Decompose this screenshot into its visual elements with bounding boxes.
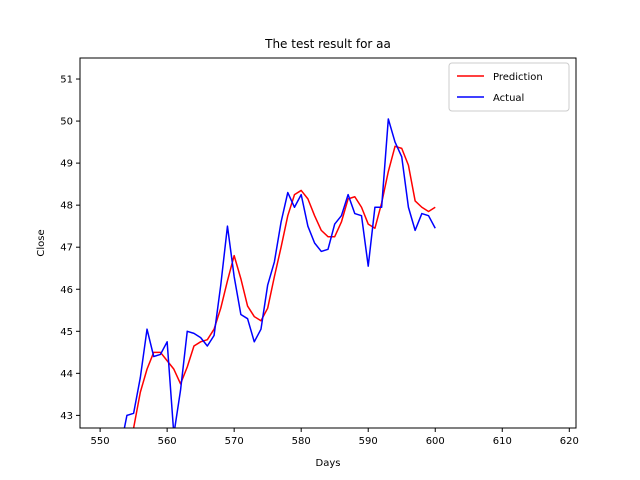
x-tick-label: 560 [158,436,177,447]
legend-label-prediction: Prediction [493,72,543,83]
x-tick-label: 610 [493,436,512,447]
legend-box [448,62,570,112]
x-tick-label: 620 [560,436,579,447]
y-tick-label: 46 [60,285,73,296]
y-tick-label: 45 [60,327,73,338]
y-tick-label: 51 [60,75,73,86]
x-axis-label: Days [316,458,341,469]
x-tick-label: 590 [359,436,378,447]
y-tick-label: 49 [60,159,73,170]
y-tick-label: 47 [60,243,73,254]
x-tick-label: 600 [426,436,445,447]
legend-label-actual: Actual [493,93,524,104]
series-layer [123,118,436,428]
series-line-actual [123,118,436,428]
x-tick-label: 570 [225,436,244,447]
y-tick-label: 50 [60,117,73,128]
x-tick-label: 580 [292,436,311,447]
plot-frame [79,57,577,429]
x-tick-label: 550 [91,436,110,447]
chart-title: The test result for aa [264,37,391,51]
y-tick-label: 44 [60,369,73,380]
y-axis-label: Close [36,229,47,256]
x-axis: 550 560 570 580 590 600 610 620 [91,428,579,447]
y-tick-label: 43 [60,411,73,422]
series-line-prediction [132,145,436,428]
y-axis: 43 44 45 46 47 48 49 50 51 [60,75,80,422]
y-tick-label: 48 [60,201,73,212]
legend: Prediction Actual [448,62,570,112]
